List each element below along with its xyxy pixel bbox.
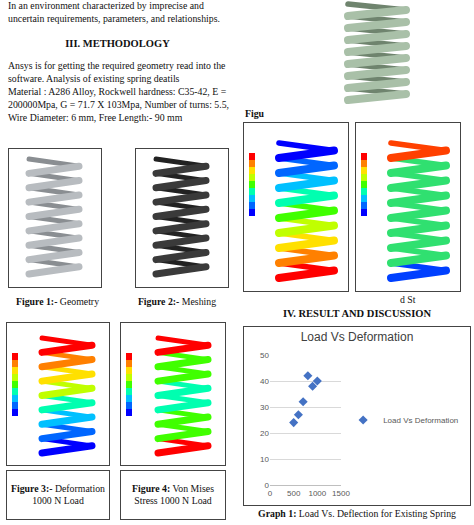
html-text:III. METHODOLOGY: III. METHODOLOGY xyxy=(65,38,170,49)
html-text:IV. RESULT AND DISCUSSION: IV. RESULT AND DISCUSSION xyxy=(283,308,431,319)
svg-text:0: 0 xyxy=(268,489,273,498)
html-text:Graph 1: Load Vs. Deflection f: Graph 1: Load Vs. Deflection for Existin… xyxy=(258,508,456,519)
svg-text:40: 40 xyxy=(260,377,269,386)
svg-text:0: 0 xyxy=(265,481,270,490)
svg-text:1500: 1500 xyxy=(332,489,350,498)
html-text:Material : A286 Alloy, Rockwel: Material : A286 Alloy, Rockwell hardness… xyxy=(8,86,227,97)
html-text:d St: d St xyxy=(400,294,416,305)
html-text:software. Analysis of existing: software. Analysis of existing spring de… xyxy=(8,73,180,84)
svg-text:30: 30 xyxy=(260,403,269,412)
svg-text:Load Vs Deformation: Load Vs Deformation xyxy=(383,416,458,425)
html-text:Ansys is for getting the requi: Ansys is for getting the required geomet… xyxy=(8,60,226,71)
html-text:Wire Diameter: 6 mm, Free Leng: Wire Diameter: 6 mm, Free Length:- 90 mm xyxy=(8,112,183,123)
html-text:Figure 2:- Meshing: Figure 2:- Meshing xyxy=(137,296,217,307)
html-text:In an environment characterize: In an environment characterized by impre… xyxy=(8,0,204,11)
svg-text:20: 20 xyxy=(260,429,269,438)
html-text:200000Mpa, G = 71.7 X 103Mpa,: 200000Mpa, G = 71.7 X 103Mpa, Number of … xyxy=(8,99,229,110)
html-text:Figure 3:- Deformation: Figure 3:- Deformation xyxy=(11,483,105,494)
html-text:Figu: Figu xyxy=(245,108,265,119)
html-text:1000 N Load: 1000 N Load xyxy=(32,495,84,506)
svg-text:10: 10 xyxy=(260,455,269,464)
svg-text:1000: 1000 xyxy=(308,489,326,498)
html-text:Stress 1000 N Load: Stress 1000 N Load xyxy=(134,495,212,506)
svg-text:500: 500 xyxy=(287,489,301,498)
html-text:Figure 1:- Geometry: Figure 1:- Geometry xyxy=(16,296,99,307)
html-text:Figure 4: Von Mises: Figure 4: Von Mises xyxy=(132,483,214,494)
svg-text:50: 50 xyxy=(260,351,269,360)
svg-text:Load Vs Deformation: Load Vs Deformation xyxy=(301,330,414,344)
html-text:uncertain requirements, parame: uncertain requirements, parameters, and … xyxy=(8,13,220,24)
